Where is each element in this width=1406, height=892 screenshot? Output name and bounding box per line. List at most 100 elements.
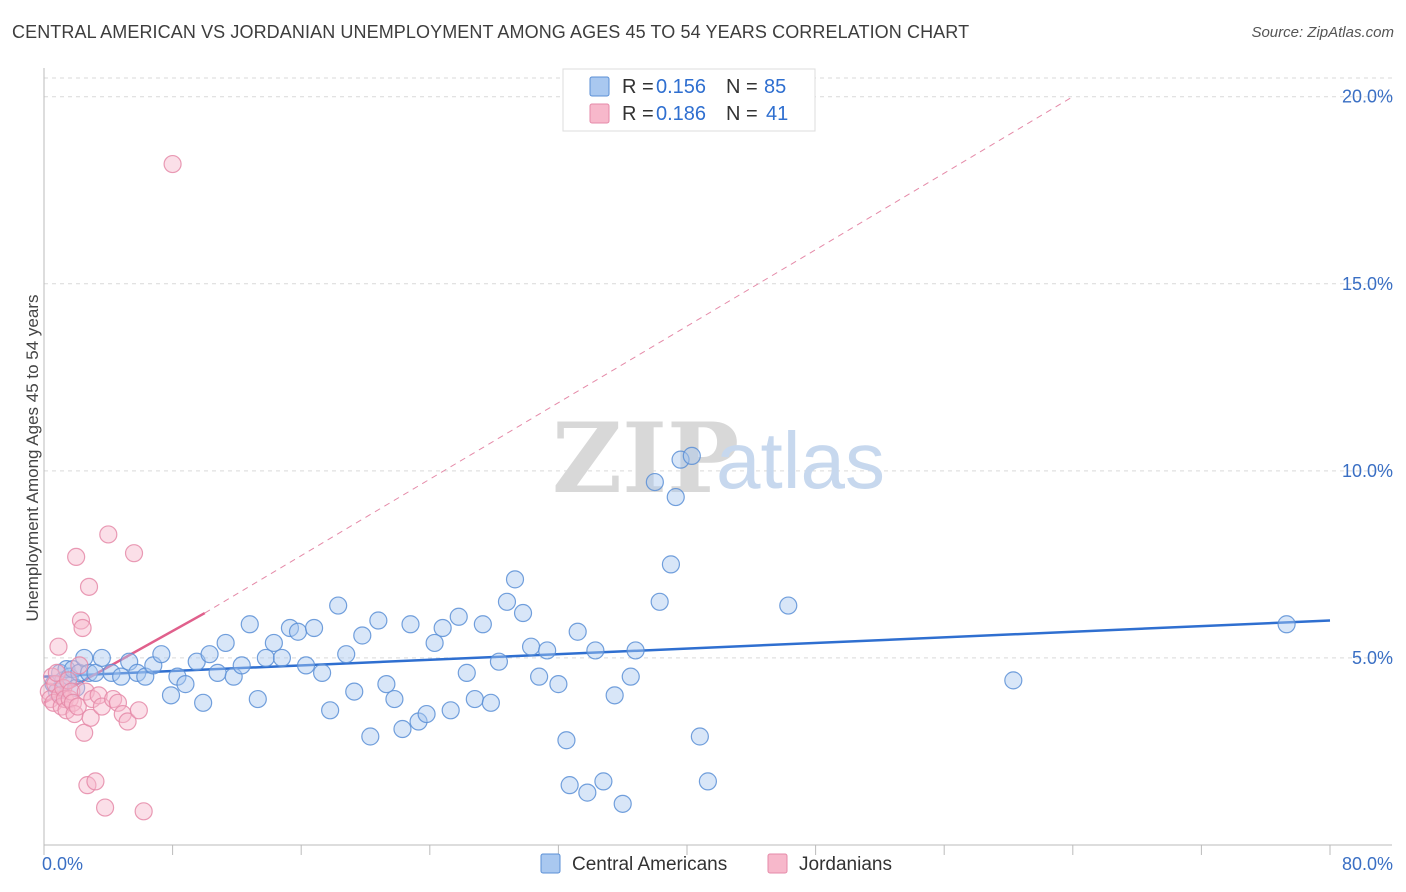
legend-r-value-1: 0.156 (656, 76, 706, 98)
central-american-point (312, 663, 332, 682)
central-american-point (200, 645, 219, 664)
watermark-zip: ZIP (552, 402, 739, 515)
central-american-point (650, 592, 669, 611)
central-american-point (337, 645, 356, 664)
jordanian-point (59, 671, 78, 690)
central-american-point (79, 663, 99, 682)
x-tick-label-max: 80.0% (1342, 854, 1393, 874)
central-american-point (417, 704, 436, 724)
central-american-point (353, 626, 372, 645)
jordanian-point (89, 686, 108, 705)
central-american-point (288, 622, 308, 641)
central-american-point (594, 772, 613, 791)
legend-r-label-1: R = (622, 76, 654, 98)
central-american-point (321, 701, 340, 720)
jordanian-point (124, 544, 144, 563)
jordanian-point (71, 611, 91, 630)
legend-n-label-2: N = (726, 103, 758, 125)
jordanian-point (49, 637, 68, 656)
bottom-legend-swatch-pink (767, 853, 788, 874)
central-american-point (329, 596, 348, 615)
central-american-point (369, 611, 388, 630)
central-american-point (102, 663, 121, 682)
central-american-point (86, 663, 105, 682)
watermark-atlas: atlas (716, 416, 885, 505)
central-american-point (530, 667, 549, 686)
central-american-point (1004, 671, 1023, 690)
central-american-point (112, 667, 131, 686)
jordanian-point (67, 547, 86, 567)
jordanian-point (134, 802, 153, 821)
central-american-point (690, 727, 709, 746)
y-axis-title: Unemployment Among Ages 45 to 54 years (23, 295, 42, 622)
central-american-point (425, 633, 444, 653)
jordanian-point (39, 682, 58, 701)
central-american-point (505, 570, 525, 589)
jordanian-point (62, 682, 81, 701)
central-american-point (161, 686, 181, 705)
central-american-point (666, 487, 685, 507)
jordanian-point (75, 723, 94, 742)
central-american-point (240, 615, 259, 634)
central-american-point (296, 656, 316, 675)
chart-title: CENTRAL AMERICAN VS JORDANIAN UNEMPLOYME… (12, 22, 970, 42)
central-american-point (586, 641, 605, 660)
bottom-legend-jordanians: Jordanians (799, 854, 892, 875)
central-american-point (698, 772, 717, 791)
central-american-point (465, 689, 484, 709)
central-american-point (194, 693, 213, 712)
jordanian-point (163, 154, 182, 174)
legend-r-value-2: 0.186 (656, 103, 706, 125)
y-tick-label: 5.0% (1352, 648, 1393, 668)
central-american-point (557, 731, 576, 750)
central-american-point (1277, 615, 1296, 634)
central-american-point (489, 652, 509, 671)
jordanian-point (129, 701, 148, 720)
central-american-point (513, 603, 533, 623)
central-american-point (560, 776, 579, 795)
central-american-point (272, 648, 292, 668)
central-american-point (457, 663, 476, 682)
central-american-point (377, 675, 396, 694)
points-layer (39, 154, 1296, 821)
axis-layer: 5.0% 10.0% 15.0% 20.0% 0.0% 80.0% (42, 68, 1393, 874)
legend-n-label-1: N = (726, 76, 758, 98)
central-american-point (361, 727, 380, 746)
jordanian-point (99, 525, 118, 544)
central-american-point (682, 446, 701, 465)
central-american-point (449, 607, 468, 626)
central-american-point (248, 689, 267, 709)
bottom-legend-central-americans: Central Americans (572, 854, 727, 875)
central-american-point (216, 633, 235, 653)
central-american-point (393, 719, 412, 739)
central-american-point (671, 450, 690, 469)
jordanian-point (73, 618, 92, 638)
central-american-point (264, 633, 283, 653)
central-american-point (613, 794, 632, 813)
central-american-point (304, 618, 324, 638)
central-american-point (232, 656, 251, 675)
bottom-legend-swatch-blue (540, 853, 561, 874)
y-tick-label: 10.0% (1342, 461, 1393, 481)
y-tick-label: 15.0% (1342, 274, 1393, 294)
central-american-point (385, 689, 404, 709)
source-credit: Source: ZipAtlas.com (1251, 24, 1394, 41)
central-american-point (538, 641, 557, 660)
central-american-point (473, 615, 492, 634)
central-american-point (549, 675, 568, 694)
central-americans-trend-line (43, 619, 1331, 678)
jordanian-point (108, 693, 128, 712)
jordanian-point (95, 798, 115, 817)
y-tick-label: 20.0% (1342, 87, 1393, 107)
central-american-point (779, 596, 798, 615)
central-american-point (497, 592, 517, 611)
trend-layer (43, 96, 1331, 704)
x-tick-label-min: 0.0% (42, 854, 83, 874)
central-american-point (152, 645, 171, 664)
watermark: ZIP atlas (552, 402, 885, 515)
jordanian-point (68, 697, 87, 716)
legend-n-value-2: 41 (766, 103, 788, 125)
central-american-point (626, 641, 645, 660)
central-american-point (92, 648, 111, 668)
